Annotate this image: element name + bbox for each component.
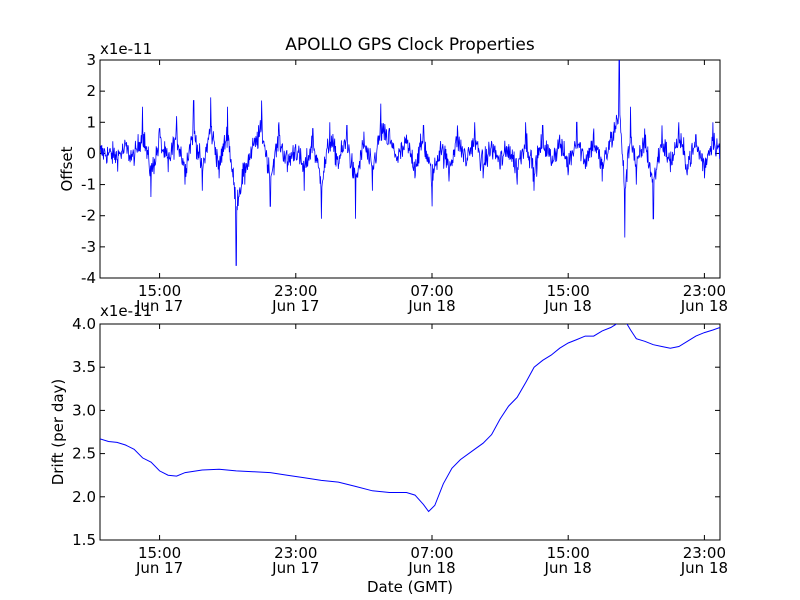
offset-y-tick-label: 2 xyxy=(86,82,96,100)
offset-y-axis-label: Offset xyxy=(58,146,76,191)
drift-x-tick-time: 23:00 xyxy=(683,544,726,562)
drift-y-tick-label: 1.5 xyxy=(72,531,96,549)
offset-multiplier-label: x1e-11 xyxy=(100,40,152,58)
offset-x-tick-date: Jun 17 xyxy=(135,297,183,315)
drift-plot-frame xyxy=(99,323,721,541)
offset-x-tick-time: 15:00 xyxy=(547,282,590,300)
offset-y-tick-label: -2 xyxy=(81,207,96,225)
offset-y-tick-label: -1 xyxy=(81,176,96,194)
drift-x-tick-date: Jun 18 xyxy=(544,559,592,577)
offset-plot-frame xyxy=(99,59,721,279)
offset-x-tick-date: Jun 18 xyxy=(680,297,728,315)
drift-multiplier-label: x1e-11 xyxy=(100,302,152,320)
offset-x-tick-date: Jun 18 xyxy=(544,297,592,315)
drift-y-tick-label: 4.0 xyxy=(72,315,96,333)
drift-y-ticks: 1.5 2.0 2.5 3.0 3.5 4.0 xyxy=(72,315,720,549)
drift-series xyxy=(100,324,720,513)
offset-x-tick-date: Jun 18 xyxy=(407,297,455,315)
offset-x-tick-time: 15:00 xyxy=(138,282,181,300)
drift-x-tick-date: Jun 18 xyxy=(680,559,728,577)
offset-y-tick-label: -3 xyxy=(81,238,96,256)
drift-y-axis-label: Drift (per day) xyxy=(49,379,67,486)
figure-title: APOLLO GPS Clock Properties xyxy=(285,35,535,55)
drift-y-tick-label: 2.5 xyxy=(72,445,96,463)
offset-x-tick-time: 23:00 xyxy=(683,282,726,300)
drift-x-tick-time: 23:00 xyxy=(274,544,317,562)
drift-panel: x1e-11 Drift (per day) 1.5 2.0 2.5 3.0 3.5 4.… xyxy=(49,302,728,577)
offset-x-tick-time: 23:00 xyxy=(274,282,317,300)
offset-y-tick-label: 0 xyxy=(86,144,96,162)
drift-y-tick-label: 3.5 xyxy=(72,358,96,376)
drift-x-tick-date: Jun 17 xyxy=(271,559,319,577)
drift-series-line xyxy=(100,324,720,513)
drift-y-tick-label: 3.0 xyxy=(72,401,96,419)
offset-x-tick-date: Jun 17 xyxy=(271,297,319,315)
drift-x-tick-date: Jun 18 xyxy=(407,559,455,577)
drift-y-tick-label: 2.0 xyxy=(72,488,96,506)
offset-y-tick-label: -4 xyxy=(81,269,96,287)
drift-x-tick-date: Jun 17 xyxy=(135,559,183,577)
drift-x-tick-time: 07:00 xyxy=(410,544,453,562)
offset-y-tick-label: 1 xyxy=(86,113,96,131)
drift-x-tick-time: 15:00 xyxy=(138,544,181,562)
offset-series-line xyxy=(100,60,720,266)
x-axis-label: Date (GMT) xyxy=(367,578,453,596)
offset-x-tick-time: 07:00 xyxy=(410,282,453,300)
offset-y-tick-label: 3 xyxy=(86,51,96,69)
drift-x-tick-time: 15:00 xyxy=(547,544,590,562)
offset-series xyxy=(100,60,720,266)
